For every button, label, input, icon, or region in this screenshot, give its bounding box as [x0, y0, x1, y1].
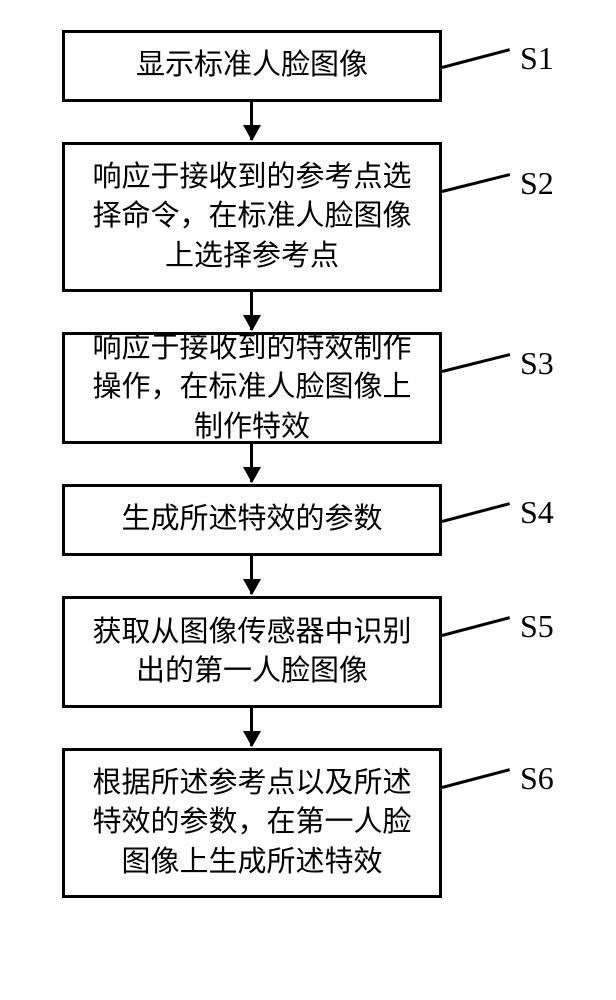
- step-label-s1: S1: [520, 40, 554, 77]
- step-label-s2: S2: [520, 165, 554, 202]
- step-label-s4: S4: [520, 494, 554, 531]
- flow-step-s2: 响应于接收到的参考点选择命令，在标准人脸图像上选择参考点: [62, 142, 442, 292]
- label-connector: [442, 48, 511, 69]
- label-connector: [442, 616, 511, 637]
- flow-arrow: [250, 102, 253, 140]
- flow-step-s3: 响应于接收到的特效制作操作，在标准人脸图像上制作特效: [62, 332, 442, 444]
- flow-arrow: [250, 556, 253, 594]
- flow-step-text: 响应于接收到的特效制作操作，在标准人脸图像上制作特效: [85, 329, 419, 446]
- flow-arrow: [250, 708, 253, 746]
- flow-arrow: [250, 292, 253, 330]
- flow-step-s1: 显示标准人脸图像: [62, 30, 442, 102]
- label-connector: [442, 768, 511, 789]
- flow-step-s6: 根据所述参考点以及所述特效的参数，在第一人脸图像上生成所述特效: [62, 748, 442, 898]
- step-label-s5: S5: [520, 608, 554, 645]
- flow-step-text: 根据所述参考点以及所述特效的参数，在第一人脸图像上生成所述特效: [85, 764, 419, 881]
- flow-step-text: 获取从图像传感器中识别出的第一人脸图像: [85, 613, 419, 691]
- label-connector: [442, 173, 511, 193]
- label-connector: [442, 353, 511, 373]
- step-label-s3: S3: [520, 345, 554, 382]
- flow-step-s4: 生成所述特效的参数: [62, 484, 442, 556]
- flow-step-text: 生成所述特效的参数: [121, 500, 382, 539]
- flow-arrow: [250, 444, 253, 482]
- flow-step-text: 显示标准人脸图像: [136, 46, 368, 85]
- flow-step-s5: 获取从图像传感器中识别出的第一人脸图像: [62, 596, 442, 708]
- flow-step-text: 响应于接收到的参考点选择命令，在标准人脸图像上选择参考点: [85, 158, 419, 275]
- step-label-s6: S6: [520, 760, 554, 797]
- label-connector: [442, 502, 511, 523]
